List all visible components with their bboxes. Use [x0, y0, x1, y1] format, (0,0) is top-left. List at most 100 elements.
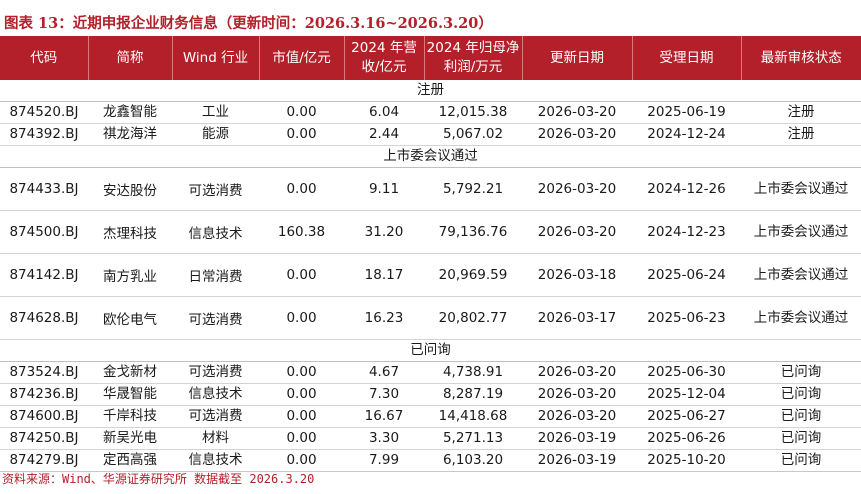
cell-update-date: 2026-03-20 [522, 361, 632, 384]
cell-market-cap: 160.38 [259, 210, 344, 254]
header-market-cap: 市值/亿元 [259, 36, 345, 80]
table-row: 874520.BJ 龙鑫智能 工业 0.00 6.04 12,015.38 2026-03-… [0, 101, 861, 124]
cell-revenue: 4.67 [344, 361, 424, 384]
cell-market-cap: 0.00 [259, 427, 344, 450]
cell-code: 874500.BJ [0, 210, 88, 254]
cell-net-profit: 12,015.38 [424, 101, 522, 124]
cell-market-cap: 0.00 [259, 167, 344, 211]
header-accept-date: 受理日期 [632, 36, 742, 80]
cell-net-profit: 5,792.21 [424, 167, 522, 211]
cell-market-cap: 0.00 [259, 296, 344, 340]
cell-revenue: 18.17 [344, 253, 424, 297]
cell-code: 874279.BJ [0, 449, 88, 472]
cell-industry: 信息技术 [172, 383, 259, 406]
cell-revenue: 7.30 [344, 383, 424, 406]
cell-update-date: 2026-03-20 [522, 383, 632, 406]
header-industry: Wind 行业 [172, 36, 260, 80]
cell-industry: 工业 [172, 101, 259, 124]
cell-code: 874520.BJ [0, 101, 88, 124]
cell-accept-date: 2024-12-24 [632, 123, 741, 146]
cell-net-profit: 5,067.02 [424, 123, 522, 146]
table-row: 874236.BJ 华晟智能 信息技术 0.00 7.30 8,287.19 2026-03… [0, 383, 861, 406]
cell-update-date: 2026-03-17 [522, 296, 632, 340]
header-name: 简称 [88, 36, 173, 80]
cell-net-profit: 6,103.20 [424, 449, 522, 472]
cell-market-cap: 0.00 [259, 405, 344, 428]
cell-name: 龙鑫智能 [88, 101, 172, 124]
cell-net-profit: 20,802.77 [424, 296, 522, 340]
cell-name: 千岸科技 [88, 405, 172, 428]
cell-update-date: 2026-03-20 [522, 405, 632, 428]
header-net-profit: 2024 年归母净利润/万元 [424, 36, 523, 80]
cell-name: 祺龙海洋 [88, 123, 172, 146]
cell-accept-date: 2024-12-26 [632, 167, 741, 211]
table-header: 代码 简称 Wind 行业 市值/亿元 2024 年营收/亿元 2024 年归母… [0, 36, 861, 80]
cell-status: 已问询 [741, 361, 861, 384]
cell-net-profit: 5,271.13 [424, 427, 522, 450]
cell-status: 上市委会议通过 [741, 210, 861, 254]
cell-code: 874236.BJ [0, 383, 88, 406]
cell-accept-date: 2025-06-19 [632, 101, 741, 124]
cell-market-cap: 0.00 [259, 101, 344, 124]
cell-name: 南方乳业 [88, 253, 172, 297]
table-row: 874142.BJ 南方乳业 日常消费 0.00 18.17 20,969.59 2026-… [0, 253, 861, 297]
table-row: 874392.BJ 祺龙海洋 能源 0.00 2.44 5,067.02 2026-03-2… [0, 123, 861, 146]
cell-industry: 可选消费 [172, 405, 259, 428]
cell-code: 874142.BJ [0, 253, 88, 297]
section-label: 已问询 [0, 339, 861, 362]
cell-accept-date: 2025-06-30 [632, 361, 741, 384]
table-row: 874500.BJ 杰理科技 信息技术 160.38 31.20 79,136.76 202… [0, 210, 861, 254]
cell-net-profit: 79,136.76 [424, 210, 522, 254]
cell-revenue: 9.11 [344, 167, 424, 211]
table-row: 873524.BJ 金戈新材 可选消费 0.00 4.67 4,738.91 2026-03… [0, 361, 861, 384]
header-row: 代码 简称 Wind 行业 市值/亿元 2024 年营收/亿元 2024 年归母… [0, 36, 861, 80]
cell-accept-date: 2025-06-26 [632, 427, 741, 450]
section-label: 注册 [0, 80, 861, 102]
cell-update-date: 2026-03-19 [522, 449, 632, 472]
cell-status: 上市委会议通过 [741, 296, 861, 340]
financial-table: 代码 简称 Wind 行业 市值/亿元 2024 年营收/亿元 2024 年归母… [0, 36, 861, 472]
cell-name: 欧伦电气 [88, 296, 172, 340]
cell-accept-date: 2025-06-24 [632, 253, 741, 297]
cell-code: 874600.BJ [0, 405, 88, 428]
table-body: 注册 874520.BJ 龙鑫智能 工业 0.00 6.04 12,015.38 2026-0… [0, 80, 861, 472]
cell-update-date: 2026-03-20 [522, 123, 632, 146]
table-row: 874600.BJ 千岸科技 可选消费 0.00 16.67 14,418.68 2026-… [0, 405, 861, 428]
cell-name: 定西高强 [88, 449, 172, 472]
cell-code: 874392.BJ [0, 123, 88, 146]
cell-market-cap: 0.00 [259, 253, 344, 297]
header-code: 代码 [0, 36, 89, 80]
header-revenue: 2024 年营收/亿元 [344, 36, 425, 80]
section-row: 注册 [0, 80, 861, 102]
cell-update-date: 2026-03-18 [522, 253, 632, 297]
cell-status: 已问询 [741, 405, 861, 428]
cell-industry: 信息技术 [172, 449, 259, 472]
cell-code: 874433.BJ [0, 167, 88, 211]
cell-industry: 可选消费 [172, 167, 259, 211]
cell-revenue: 7.99 [344, 449, 424, 472]
table-row: 874433.BJ 安达股份 可选消费 0.00 9.11 5,792.21 2026-03… [0, 167, 861, 211]
cell-name: 华晟智能 [88, 383, 172, 406]
cell-name: 杰理科技 [88, 210, 172, 254]
cell-update-date: 2026-03-19 [522, 427, 632, 450]
cell-industry: 可选消费 [172, 296, 259, 340]
cell-status: 上市委会议通过 [741, 253, 861, 297]
cell-industry: 日常消费 [172, 253, 259, 297]
cell-name: 新吴光电 [88, 427, 172, 450]
cell-accept-date: 2025-10-20 [632, 449, 741, 472]
cell-revenue: 2.44 [344, 123, 424, 146]
cell-status: 上市委会议通过 [741, 167, 861, 211]
cell-name: 金戈新材 [88, 361, 172, 384]
cell-industry: 材料 [172, 427, 259, 450]
table-row: 874279.BJ 定西高强 信息技术 0.00 7.99 6,103.20 2026-03… [0, 449, 861, 472]
cell-net-profit: 14,418.68 [424, 405, 522, 428]
cell-net-profit: 4,738.91 [424, 361, 522, 384]
cell-market-cap: 0.00 [259, 123, 344, 146]
figure-title: 图表 13：近期申报企业财务信息（更新时间：2026.3.16~2026.3.2… [4, 15, 493, 32]
cell-net-profit: 8,287.19 [424, 383, 522, 406]
cell-update-date: 2026-03-20 [522, 101, 632, 124]
cell-market-cap: 0.00 [259, 383, 344, 406]
cell-status: 注册 [741, 123, 861, 146]
cell-accept-date: 2025-06-23 [632, 296, 741, 340]
cell-market-cap: 0.00 [259, 449, 344, 472]
